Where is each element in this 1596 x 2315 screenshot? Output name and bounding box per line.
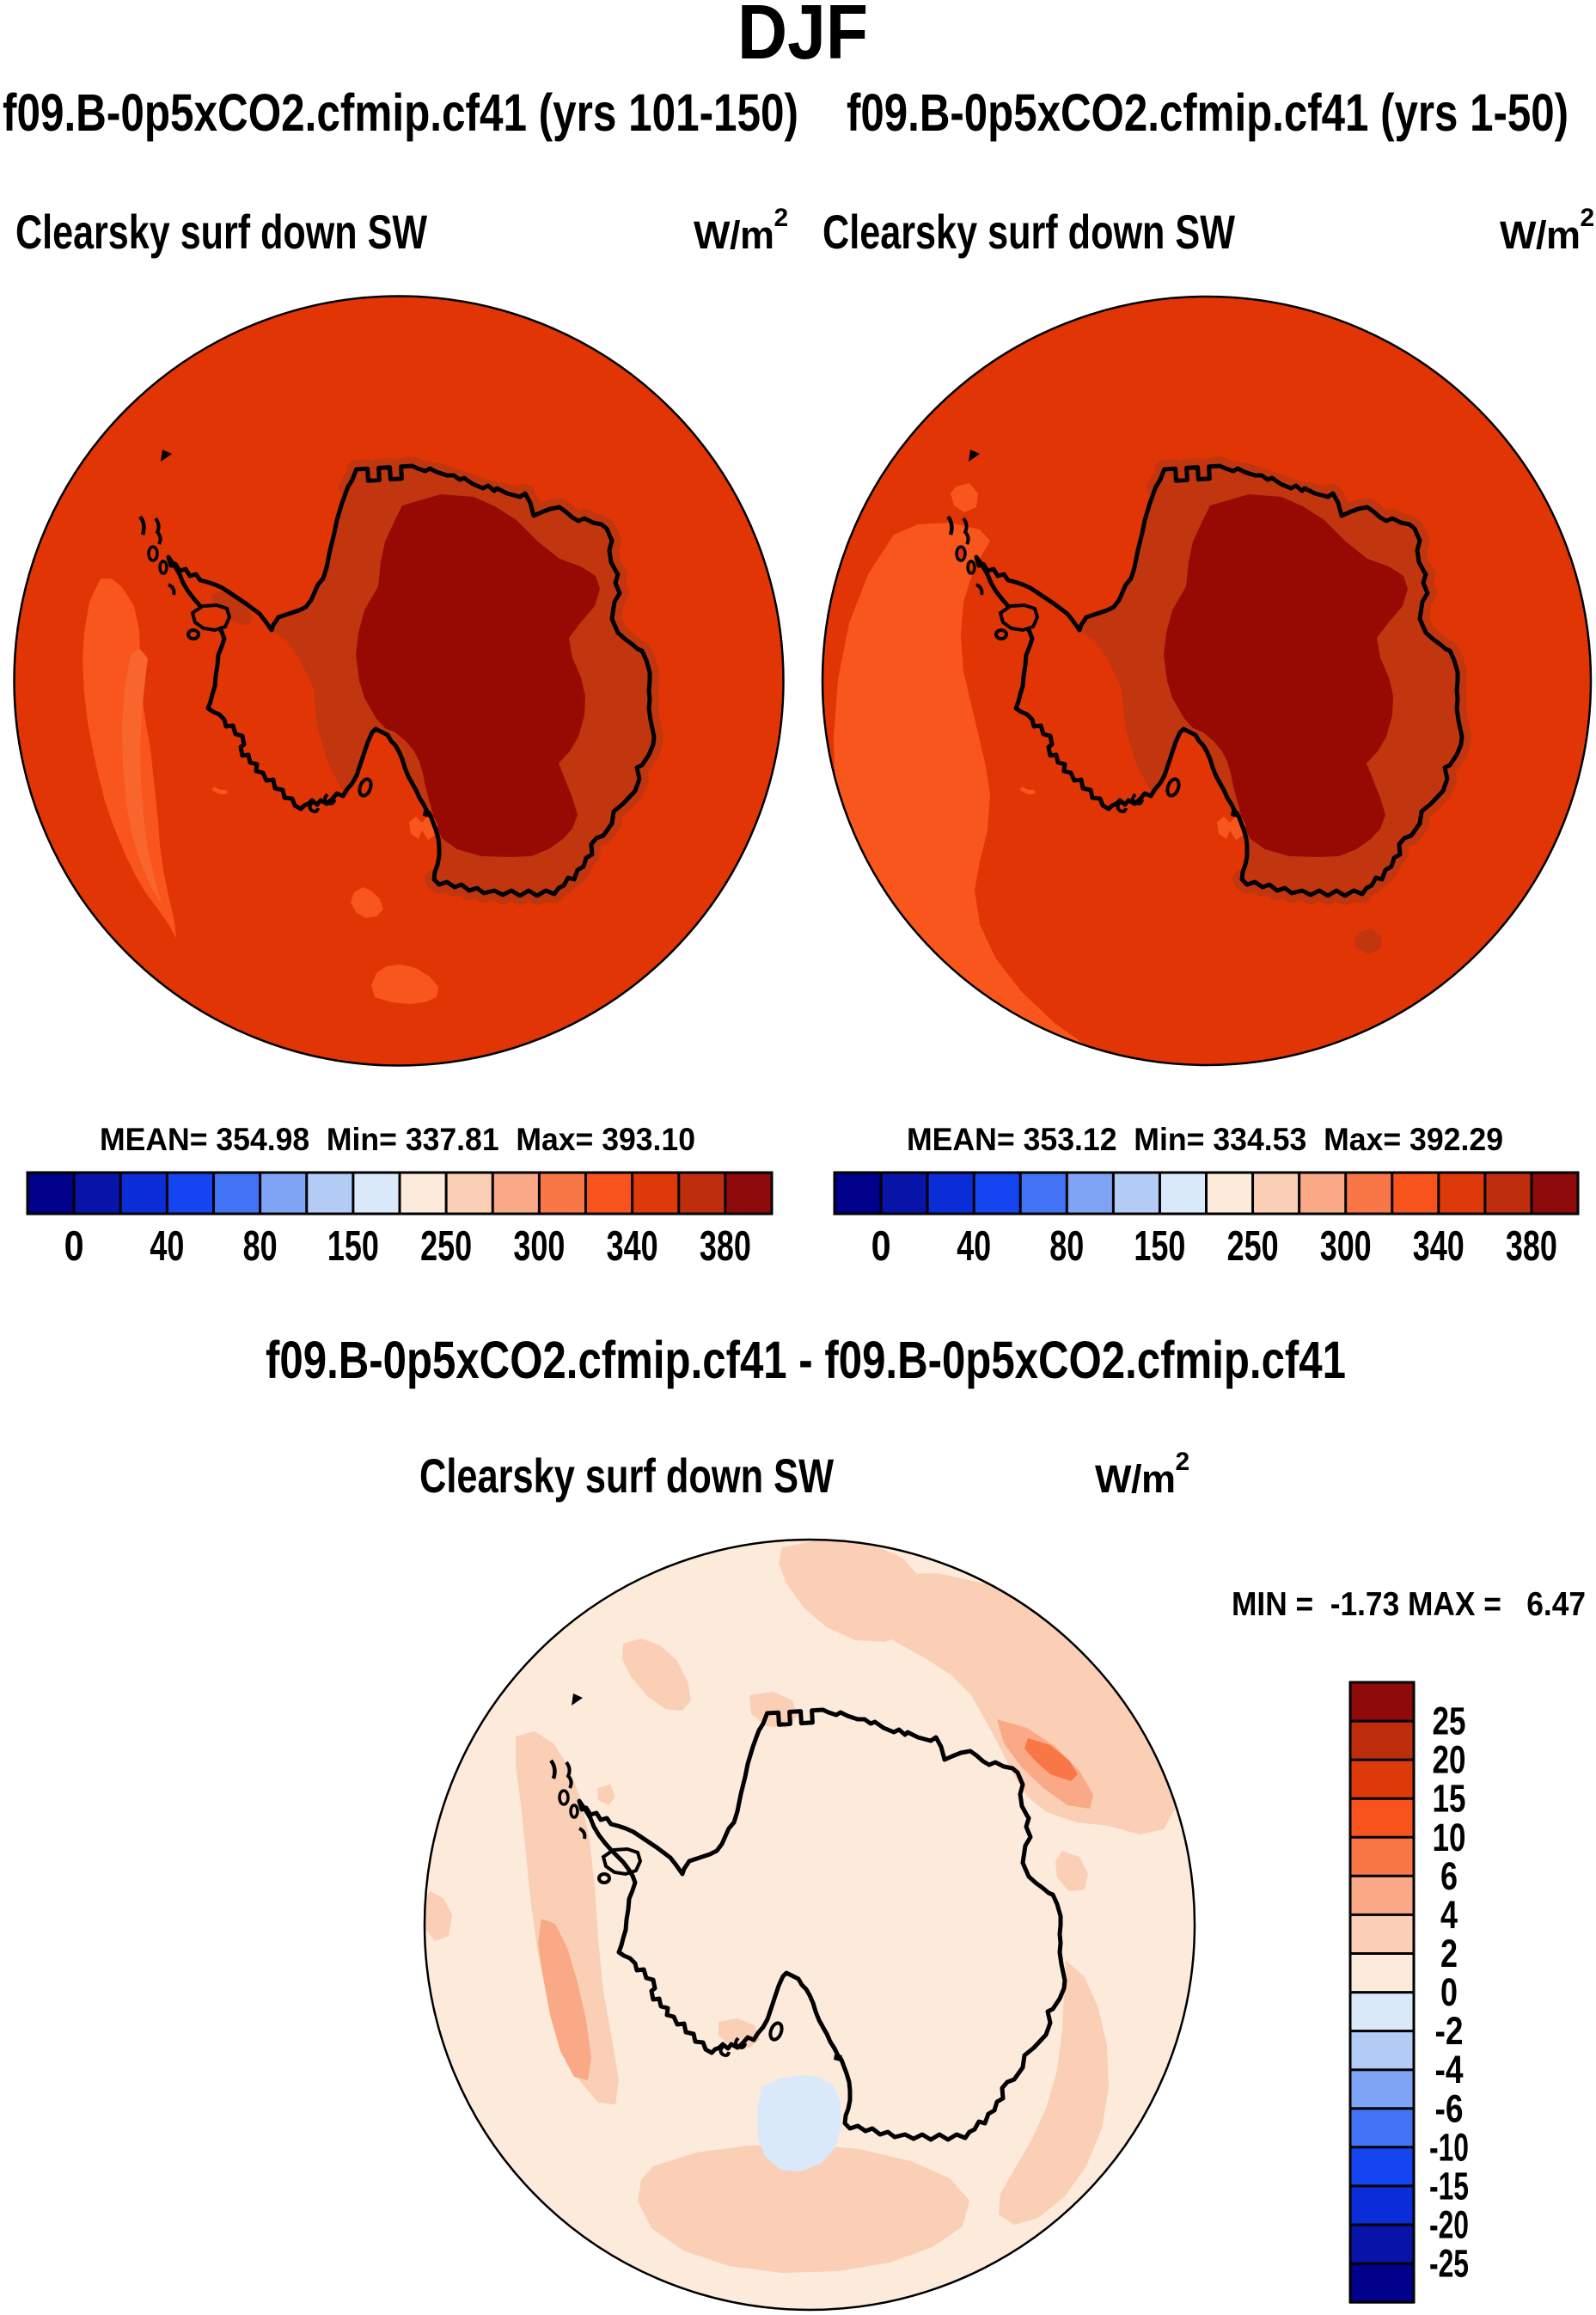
svg-text:-25: -25 <box>1429 2242 1469 2286</box>
svg-text:-6: -6 <box>1435 2086 1464 2130</box>
svg-text:W/m2: W/m2 <box>1095 1448 1189 1501</box>
svg-text:MIN = -1.73 MAX = 6.47: MIN = -1.73 MAX = 6.47 <box>1232 1586 1586 1623</box>
svg-text:380: 380 <box>1506 1223 1557 1270</box>
svg-text:25: 25 <box>1433 1700 1466 1743</box>
svg-text:340: 340 <box>607 1223 658 1270</box>
svg-text:300: 300 <box>1320 1223 1372 1270</box>
svg-text:-20: -20 <box>1429 2203 1469 2247</box>
svg-text:Clearsky surf down SW: Clearsky surf down SW <box>419 1448 834 1503</box>
svg-text:20: 20 <box>1433 1738 1466 1782</box>
svg-text:300: 300 <box>513 1223 565 1270</box>
svg-text:80: 80 <box>1049 1223 1084 1270</box>
svg-text:0: 0 <box>64 1223 84 1270</box>
svg-text:250: 250 <box>1227 1223 1279 1270</box>
svg-text:340: 340 <box>1413 1223 1465 1270</box>
svg-text:MEAN= 354.98 Min= 337.81 Max: MEAN= 354.98 Min= 337.81 Max= 393.10 <box>100 1122 695 1157</box>
svg-text:DJF: DJF <box>737 0 868 76</box>
svg-text:W/m2: W/m2 <box>1500 204 1594 257</box>
svg-text:150: 150 <box>327 1223 379 1270</box>
svg-text:6: 6 <box>1440 1854 1458 1898</box>
svg-text:-10: -10 <box>1429 2125 1469 2169</box>
svg-text:40: 40 <box>150 1223 184 1270</box>
svg-text:-2: -2 <box>1435 2009 1464 2053</box>
svg-text:250: 250 <box>420 1223 472 1270</box>
svg-text:W/m2: W/m2 <box>694 204 788 257</box>
svg-text:Clearsky surf down SW: Clearsky surf down SW <box>15 205 427 259</box>
svg-text:380: 380 <box>700 1223 751 1270</box>
svg-text:MEAN= 353.12 Min= 334.53 Max: MEAN= 353.12 Min= 334.53 Max= 392.29 <box>907 1122 1503 1157</box>
svg-text:10: 10 <box>1433 1816 1466 1859</box>
svg-text:f09.B-0p5xCO2.cfmip.cf41 - f09: f09.B-0p5xCO2.cfmip.cf41 - f09.B-0p5xCO2… <box>266 1331 1346 1389</box>
svg-text:0: 0 <box>871 1223 891 1270</box>
svg-text:4: 4 <box>1440 1893 1458 1937</box>
svg-text:15: 15 <box>1433 1777 1466 1821</box>
svg-text:0: 0 <box>1440 1970 1458 2014</box>
svg-text:150: 150 <box>1134 1223 1185 1270</box>
svg-text:-15: -15 <box>1429 2164 1469 2208</box>
svg-text:f09.B-0p5xCO2.cfmip.cf41 (yrs: f09.B-0p5xCO2.cfmip.cf41 (yrs 1-50) <box>847 83 1568 142</box>
svg-text:40: 40 <box>957 1223 991 1270</box>
svg-text:f09.B-0p5xCO2.cfmip.cf41 (yrs: f09.B-0p5xCO2.cfmip.cf41 (yrs 101-150) <box>3 83 798 142</box>
svg-text:-4: -4 <box>1435 2048 1464 2091</box>
svg-text:2: 2 <box>1440 1932 1458 1975</box>
svg-text:Clearsky surf down SW: Clearsky surf down SW <box>822 205 1235 259</box>
svg-text:80: 80 <box>243 1223 278 1270</box>
